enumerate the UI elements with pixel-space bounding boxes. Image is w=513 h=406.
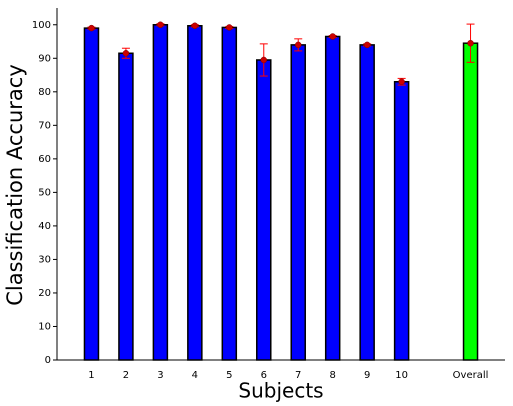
bar <box>118 52 134 361</box>
y-tick-label: 90 <box>38 53 51 64</box>
mean-marker <box>122 50 130 57</box>
mean-marker <box>157 21 164 29</box>
y-tick-label: 70 <box>38 120 51 131</box>
y-tick-label: 20 <box>38 288 51 299</box>
x-tick-label: 7 <box>295 370 301 381</box>
bar <box>359 44 375 361</box>
mean-marker <box>88 24 95 32</box>
bar <box>462 42 479 361</box>
x-tick-label: 4 <box>192 370 198 381</box>
bar <box>324 35 341 361</box>
bar <box>187 25 203 361</box>
y-tick-label: 100 <box>32 20 51 31</box>
x-tick-label: 8 <box>330 370 336 381</box>
mean-marker <box>329 33 336 40</box>
y-tick-label: 60 <box>38 154 51 165</box>
y-tick-label: 30 <box>38 254 51 265</box>
y-tick-label: 0 <box>45 355 51 366</box>
y-axis-title: Classification Accuracy <box>3 64 27 306</box>
x-tick-label: 6 <box>261 370 267 381</box>
mean-marker <box>363 41 371 49</box>
x-tick-label: 10 <box>395 370 408 381</box>
y-tick-label: 50 <box>38 187 51 198</box>
x-tick-label: Overall <box>453 370 489 381</box>
bar <box>256 59 272 361</box>
x-tick-label: 2 <box>123 370 129 381</box>
y-tick-label: 10 <box>38 321 51 332</box>
x-axis-title: Subjects <box>238 379 323 403</box>
mean-marker <box>467 39 474 47</box>
y-tick-label: 80 <box>38 87 51 98</box>
mean-marker <box>226 24 233 31</box>
x-tick-label: 5 <box>226 370 232 381</box>
mean-marker <box>260 56 268 64</box>
mean-marker <box>191 22 199 30</box>
x-tick-label: 1 <box>88 370 94 381</box>
x-tick-label: 9 <box>364 370 370 381</box>
mean-marker <box>294 41 302 49</box>
bar <box>290 44 306 361</box>
mean-marker <box>398 78 405 86</box>
y-tick-label: 40 <box>38 221 51 232</box>
bar <box>393 81 410 361</box>
x-tick-label: 3 <box>157 370 163 381</box>
bar <box>83 27 100 361</box>
bar <box>152 24 169 361</box>
bar <box>221 26 238 361</box>
